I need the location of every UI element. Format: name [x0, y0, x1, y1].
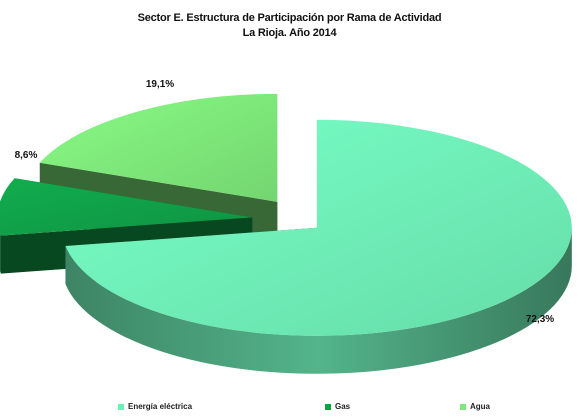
pie-chart: 72,3% 8,6% 19,1%: [0, 79, 572, 374]
legend-label-gas: Gas: [335, 402, 351, 411]
pie-slice-0: [65, 119, 572, 374]
pie-slice-top-1: [0, 178, 253, 236]
pie-slice-side-1: [0, 233, 1, 274]
legend-label-agua: Agua: [470, 402, 490, 411]
chart-legend: Energía eléctrica Gas Agua: [0, 402, 579, 416]
pie-slice-top-0: [65, 119, 572, 336]
legend-swatch-energia: [118, 403, 124, 410]
legend-item-gas: Gas: [325, 402, 350, 411]
data-label-2: 19,1%: [146, 79, 174, 90]
pie-slice-side-0: [65, 227, 572, 374]
pie-slice-top-2: [39, 93, 278, 202]
data-label-1: 8,6%: [15, 150, 38, 161]
chart-title: Sector E. Estructura de Participación po…: [137, 12, 442, 24]
legend-swatch-agua: [460, 403, 466, 410]
legend-label-energia: Energía eléctrica: [128, 402, 193, 411]
data-label-0: 72,3%: [526, 314, 554, 325]
chart-subtitle: La Rioja. Año 2014: [242, 27, 337, 39]
legend-swatch-gas: [325, 403, 331, 410]
legend-item-agua: Agua: [460, 402, 490, 411]
legend-item-energia: Energía eléctrica: [118, 402, 192, 411]
